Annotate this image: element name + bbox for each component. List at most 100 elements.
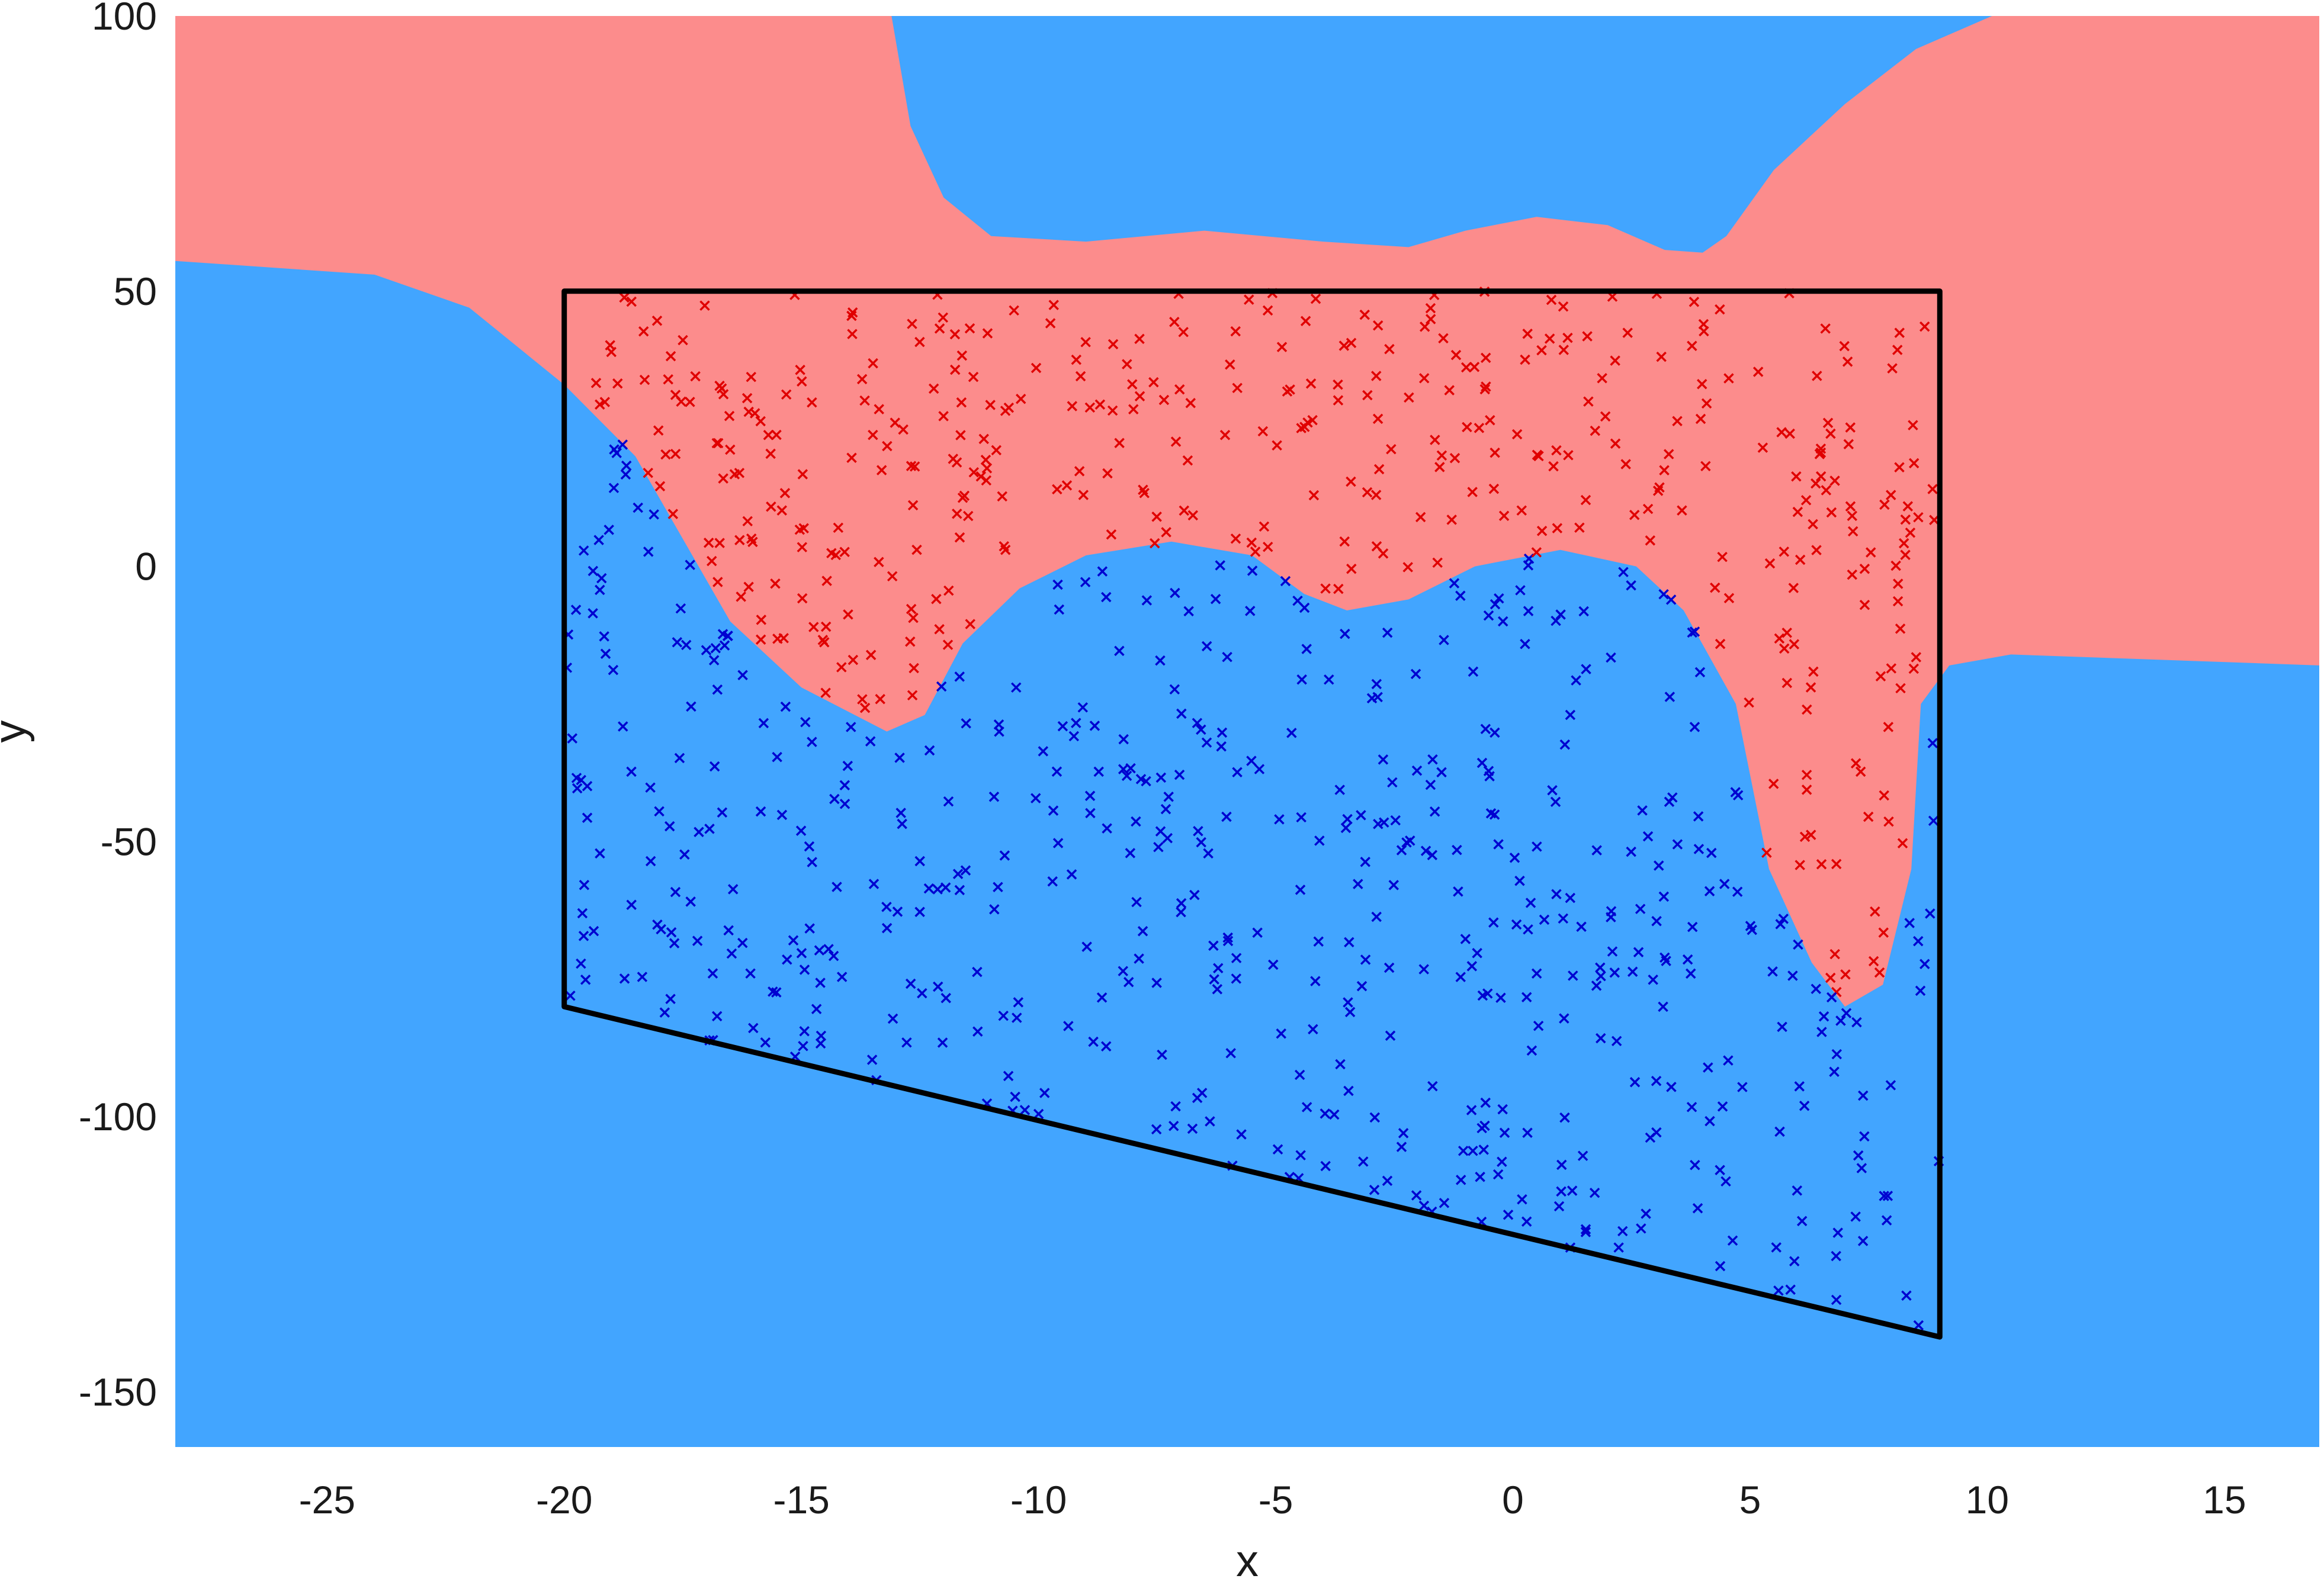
blue-point <box>1382 1175 1393 1186</box>
blue-point <box>1047 876 1058 887</box>
blue-point <box>1547 785 1558 796</box>
blue-point <box>1490 599 1501 610</box>
blue-point <box>1503 1210 1514 1220</box>
red-point <box>1840 969 1851 980</box>
red-point <box>797 376 807 387</box>
red-point <box>1788 583 1799 593</box>
red-point <box>1908 420 1918 430</box>
red-point <box>703 538 714 548</box>
red-point <box>750 408 760 419</box>
blue-point <box>1551 615 1561 626</box>
blue-point <box>565 991 576 1001</box>
red-point <box>725 444 736 455</box>
blue-point <box>1449 578 1460 589</box>
red-point <box>1310 293 1321 304</box>
red-point <box>1308 490 1320 501</box>
red-point <box>1107 405 1118 416</box>
blue-point <box>1369 1184 1380 1195</box>
red-point <box>907 319 917 329</box>
red-point <box>1128 404 1139 414</box>
red-point <box>954 532 965 543</box>
red-point <box>1645 535 1656 546</box>
red-point <box>911 544 922 555</box>
blue-point <box>1410 668 1421 680</box>
blue-point <box>972 1026 983 1037</box>
blue-point <box>1811 983 1821 994</box>
blue-point <box>1222 935 1234 947</box>
blue-point <box>1455 972 1466 982</box>
blue-point <box>1767 966 1778 977</box>
red-point <box>874 557 884 568</box>
blue-point <box>1521 992 1532 1002</box>
red-point <box>820 687 831 698</box>
red-point <box>938 312 949 323</box>
blue-point <box>1853 1150 1864 1161</box>
red-point <box>1563 450 1574 461</box>
red-point <box>1418 373 1430 384</box>
blue-point <box>1427 850 1438 861</box>
blue-point <box>988 791 1000 802</box>
blue-point <box>1295 885 1306 895</box>
red-point <box>1438 333 1449 344</box>
blue-point <box>1818 1011 1829 1022</box>
blue-point <box>1125 763 1136 774</box>
red-point <box>1752 366 1764 377</box>
red-point <box>1346 564 1357 574</box>
blue-point <box>1720 1176 1731 1187</box>
red-point <box>1811 478 1821 489</box>
blue-point <box>1236 1129 1247 1140</box>
red-point <box>1781 628 1792 638</box>
red-point <box>1359 309 1370 320</box>
blue-point <box>1097 566 1108 577</box>
blue-point <box>1904 918 1915 928</box>
blue-point <box>1458 1146 1469 1156</box>
blue-point <box>1157 1049 1167 1060</box>
blue-point <box>1100 1041 1112 1052</box>
red-point <box>1432 557 1443 568</box>
blue-point <box>1170 1101 1181 1112</box>
red-point <box>1562 332 1573 343</box>
red-point <box>949 329 961 340</box>
x-tick-label: -15 <box>773 1478 829 1522</box>
blue-point <box>1201 737 1212 748</box>
blue-point <box>1497 1104 1508 1115</box>
red-point <box>1699 326 1709 337</box>
blue-point <box>1581 664 1591 674</box>
blue-point <box>1494 593 1504 604</box>
red-point <box>716 383 727 394</box>
blue-point <box>1565 892 1576 903</box>
blue-point <box>823 944 834 954</box>
blue-point <box>1077 702 1089 713</box>
blue-point <box>892 906 903 917</box>
blue-point <box>1879 1191 1889 1201</box>
blue-point <box>1398 1128 1409 1139</box>
blue-point <box>620 469 631 480</box>
red-point <box>856 374 868 385</box>
red-point <box>1179 505 1190 516</box>
blue-point <box>1613 1242 1624 1253</box>
blue-point <box>1439 1198 1450 1208</box>
blue-point <box>1832 1227 1843 1238</box>
blue-point <box>1831 1294 1842 1306</box>
blue-point <box>1209 974 1219 985</box>
red-point <box>1467 487 1478 497</box>
blue-point <box>1611 1036 1622 1047</box>
y-axis-ticks: -150 -100 -50 0 50 100 <box>79 0 157 1414</box>
blue-point <box>1176 708 1187 719</box>
blue-point <box>685 560 695 570</box>
red-point <box>1370 490 1382 500</box>
red-point <box>808 622 819 632</box>
blue-point <box>1706 847 1717 858</box>
blue-point <box>1635 903 1646 914</box>
red-point <box>1230 326 1241 337</box>
y-tick-label: 100 <box>92 0 157 38</box>
blue-point <box>1080 577 1091 587</box>
red-point <box>1485 415 1495 426</box>
blue-point <box>836 972 848 982</box>
blue-point <box>1356 980 1368 992</box>
blue-point <box>1187 1123 1198 1134</box>
red-point <box>1225 359 1235 370</box>
blue-point <box>1344 937 1354 948</box>
red-point <box>1859 564 1870 574</box>
blue-point <box>755 806 766 817</box>
